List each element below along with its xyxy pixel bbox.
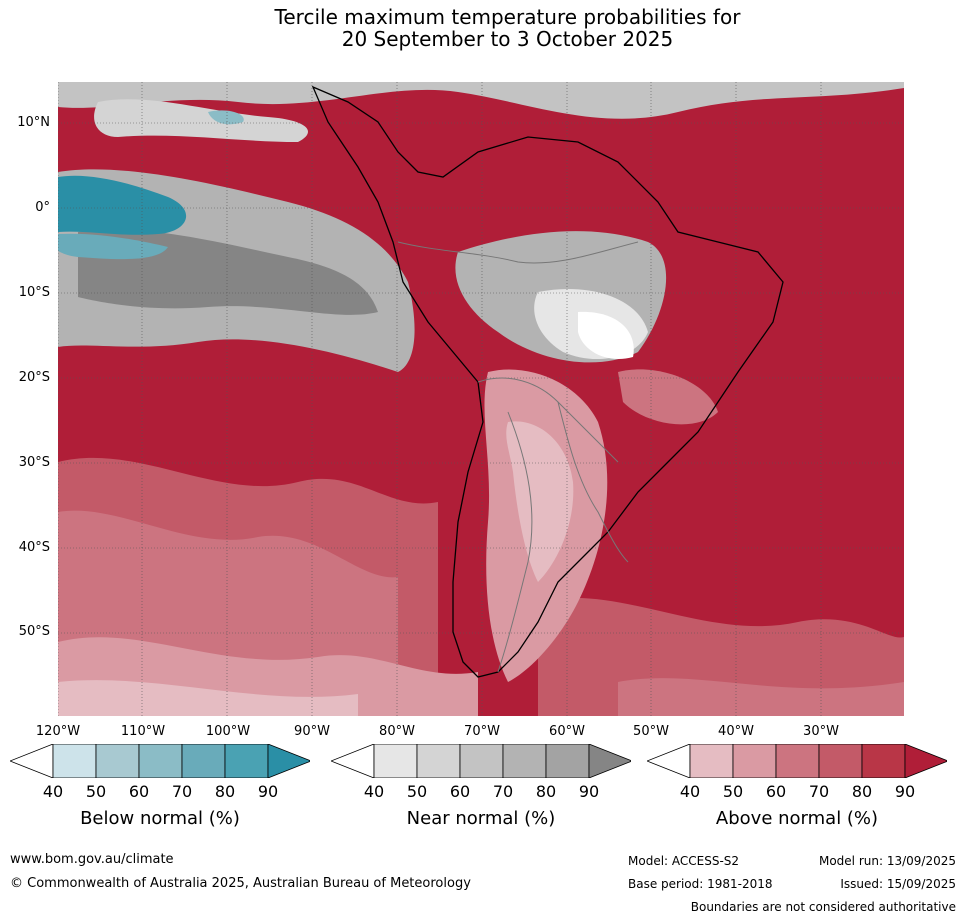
colorbar-low-arrow xyxy=(647,744,691,778)
model-text: Model: ACCESS-S2 xyxy=(628,854,740,868)
website-link[interactable]: www.bom.gov.au/climate xyxy=(10,852,174,867)
lon-label-50w: 50°W xyxy=(633,724,669,739)
below-tick-50: 50 xyxy=(85,782,107,801)
model-run-text: Model run: 13/09/2025 xyxy=(818,854,956,868)
lat-label-40s: 40°S xyxy=(18,540,50,555)
colorbar-block xyxy=(416,744,461,778)
map-region-north-near-60 xyxy=(94,99,308,142)
above-normal-label: Above normal (%) xyxy=(715,808,879,829)
map-region-amazon-white xyxy=(578,311,634,360)
colorbar-block xyxy=(459,744,504,778)
map-region-below-normal-90 xyxy=(58,175,187,235)
colorbar-block xyxy=(861,744,906,778)
map-region-south-atlantic-60 xyxy=(618,678,904,716)
colorbar-block xyxy=(689,744,734,778)
lon-label-110w: 110°W xyxy=(120,724,166,739)
colorbar-low-arrow xyxy=(331,744,375,778)
near-normal-label: Near normal (%) xyxy=(406,808,556,829)
below-tick-90: 90 xyxy=(257,782,279,801)
above-tick-40: 40 xyxy=(679,782,701,801)
lon-label-40w: 40°W xyxy=(718,724,754,739)
lat-label-10n: 10°N xyxy=(17,115,50,130)
copyright-text: © Commonwealth of Australia 2025, Austra… xyxy=(10,876,471,891)
near-tick-60: 60 xyxy=(449,782,471,801)
below-tick-80: 80 xyxy=(214,782,236,801)
colorbar-block xyxy=(775,744,820,778)
country-borders xyxy=(397,241,639,673)
map-title-line-2: 20 September to 3 October 2025 xyxy=(341,27,674,51)
below-tick-70: 70 xyxy=(171,782,193,801)
colorbar-block xyxy=(732,744,777,778)
below-tick-60: 60 xyxy=(128,782,150,801)
colorbar-block xyxy=(373,744,418,778)
colorbar-block xyxy=(52,744,97,778)
lon-label-90w: 90°W xyxy=(294,724,330,739)
colorbar-block xyxy=(224,744,269,778)
colorbar-block xyxy=(95,744,140,778)
near-tick-70: 70 xyxy=(492,782,514,801)
above-normal-colorbar xyxy=(647,744,947,778)
base-period-text: Base period: 1981-2018 xyxy=(628,877,773,891)
above-tick-90: 90 xyxy=(894,782,916,801)
map-region-below-small-patch xyxy=(208,110,244,125)
near-tick-80: 80 xyxy=(535,782,557,801)
above-tick-50: 50 xyxy=(722,782,744,801)
above-tick-60: 60 xyxy=(765,782,787,801)
below-tick-40: 40 xyxy=(42,782,64,801)
near-tick-40: 40 xyxy=(363,782,385,801)
near-tick-90: 90 xyxy=(578,782,600,801)
lon-label-70w: 70°W xyxy=(464,724,500,739)
colorbar-low-arrow xyxy=(10,744,54,778)
colorbar-high-arrow xyxy=(267,744,310,778)
map-region-continent-above-40 xyxy=(506,421,574,582)
lat-label-30s: 30°S xyxy=(18,455,50,470)
disclaimer-text: Boundaries are not considered authoritat… xyxy=(690,900,956,914)
lat-label-0: 0° xyxy=(35,200,50,215)
below-normal-colorbar xyxy=(10,744,310,778)
map-title-line-1: Tercile maximum temperature probabilitie… xyxy=(274,5,741,29)
issued-text: Issued: 15/09/2025 xyxy=(840,877,956,891)
below-normal-label: Below normal (%) xyxy=(80,808,240,829)
above-tick-80: 80 xyxy=(851,782,873,801)
colorbar-high-arrow xyxy=(904,744,947,778)
lat-label-50s: 50°S xyxy=(18,624,50,639)
colorbar-block xyxy=(181,744,226,778)
lat-label-20s: 20°S xyxy=(18,370,50,385)
colorbar-block xyxy=(545,744,590,778)
map-region-below-normal-70 xyxy=(58,233,168,260)
colorbar-block xyxy=(138,744,183,778)
colorbar-block xyxy=(502,744,547,778)
colorbar-high-arrow xyxy=(588,744,631,778)
lat-label-10s: 10°S xyxy=(18,285,50,300)
probability-map-svg xyxy=(58,82,904,716)
map-gridlines xyxy=(58,82,904,716)
lon-label-80w: 80°W xyxy=(379,724,415,739)
lon-label-60w: 60°W xyxy=(549,724,585,739)
colorbar-block xyxy=(818,744,863,778)
near-normal-colorbar xyxy=(331,744,631,778)
map-region-north-near-normal xyxy=(58,82,904,119)
lon-label-100w: 100°W xyxy=(205,724,251,739)
map-region-brazil-above-60 xyxy=(618,369,718,425)
map-region-above-40 xyxy=(58,680,358,716)
near-tick-50: 50 xyxy=(406,782,428,801)
lon-label-30w: 30°W xyxy=(803,724,839,739)
lon-label-120w: 120°W xyxy=(35,724,81,739)
above-tick-70: 70 xyxy=(808,782,830,801)
probability-map xyxy=(58,82,904,716)
